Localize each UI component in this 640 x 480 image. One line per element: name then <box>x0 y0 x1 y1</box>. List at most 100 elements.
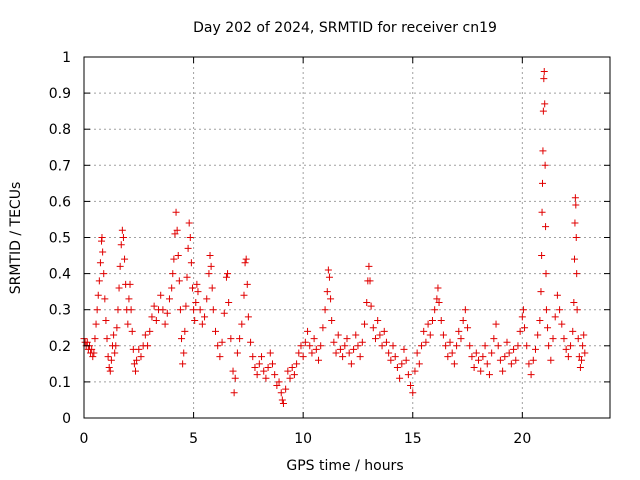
data-point <box>464 324 472 332</box>
data-point <box>178 335 186 343</box>
data-point <box>93 306 101 314</box>
data-point <box>173 226 181 234</box>
data-point <box>527 371 535 379</box>
data-point <box>541 161 549 169</box>
data-point <box>347 360 355 368</box>
data-point <box>209 306 217 314</box>
data-point <box>182 302 190 310</box>
data-point <box>324 266 332 274</box>
data-point <box>144 342 152 350</box>
data-point <box>119 234 127 241</box>
data-point <box>538 179 546 187</box>
data-point <box>402 356 410 364</box>
data-point <box>580 331 588 339</box>
data-point <box>175 277 183 285</box>
data-point <box>531 345 539 353</box>
data-point <box>494 342 502 350</box>
data-point <box>244 313 252 321</box>
data-point <box>193 280 201 288</box>
data-point <box>319 324 327 332</box>
grid <box>84 57 610 418</box>
data-point <box>579 342 587 350</box>
data-point <box>98 234 106 241</box>
y-tick-label: 0.2 <box>49 339 71 355</box>
data-point <box>521 324 529 332</box>
data-point <box>558 320 566 328</box>
data-point <box>439 331 447 339</box>
data-point <box>459 317 467 325</box>
data-point <box>391 353 399 361</box>
data-point <box>453 342 461 350</box>
data-point <box>95 277 103 285</box>
data-point <box>290 371 298 379</box>
data-point <box>288 363 296 371</box>
data-point <box>426 331 434 339</box>
data-point <box>540 75 548 83</box>
data-point <box>369 324 377 332</box>
data-point <box>125 295 133 303</box>
data-point <box>179 360 187 368</box>
data-point <box>315 356 323 364</box>
data-point <box>573 270 581 278</box>
data-point <box>428 317 436 325</box>
data-point <box>191 317 199 325</box>
y-tick-label: 0.9 <box>49 86 71 102</box>
data-point <box>277 389 285 397</box>
data-point <box>523 342 531 350</box>
data-point <box>547 356 555 364</box>
data-point <box>253 371 261 379</box>
data-point <box>114 306 122 314</box>
data-point <box>306 342 314 350</box>
data-point <box>553 291 561 299</box>
y-axis-label: SRMTID / TECUs <box>8 182 24 295</box>
data-point <box>99 248 107 256</box>
data-point <box>413 349 421 357</box>
data-point <box>378 342 386 350</box>
data-point <box>343 335 351 343</box>
data-point <box>437 317 445 325</box>
data-point <box>396 374 404 382</box>
data-point <box>542 223 550 231</box>
data-point <box>562 345 570 353</box>
data-point <box>205 270 213 278</box>
chart-title: Day 202 of 2024, SRMTID for receiver cn1… <box>193 20 497 36</box>
data-point <box>231 374 239 382</box>
data-point <box>146 327 154 335</box>
data-point <box>572 201 580 209</box>
data-point <box>135 345 143 353</box>
data-point <box>161 320 169 328</box>
data-point <box>501 353 509 361</box>
data-point <box>220 309 228 317</box>
data-point <box>266 349 274 357</box>
data-point <box>367 302 375 310</box>
data-point <box>207 262 215 270</box>
data-point <box>450 360 458 368</box>
data-point <box>424 320 432 328</box>
data-point <box>106 367 114 375</box>
data-point <box>492 320 500 328</box>
data-point <box>262 374 270 382</box>
data-point <box>581 349 589 357</box>
data-point <box>111 349 119 357</box>
y-tick-label: 0.4 <box>49 267 71 283</box>
data-point <box>196 306 204 314</box>
data-point <box>279 400 287 408</box>
data-point <box>168 284 176 292</box>
data-point <box>241 259 249 267</box>
data-point <box>499 367 507 375</box>
data-point <box>159 306 167 314</box>
data-point <box>284 367 292 375</box>
data-point <box>174 252 182 260</box>
data-point <box>571 219 579 227</box>
data-point <box>141 331 149 339</box>
data-point <box>576 363 584 371</box>
data-point <box>282 385 290 393</box>
data-point <box>485 371 493 379</box>
data-point <box>339 353 347 361</box>
data-point <box>444 353 452 361</box>
data-point <box>181 327 189 335</box>
data-point <box>540 67 548 75</box>
data-point <box>323 288 331 296</box>
data-point <box>113 324 121 332</box>
data-point <box>567 342 575 350</box>
